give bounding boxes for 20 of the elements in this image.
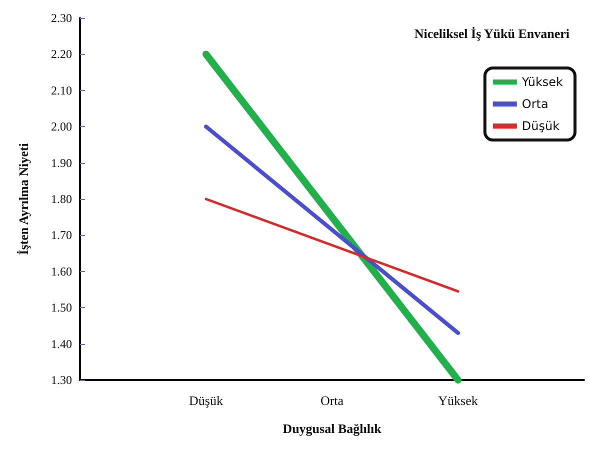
y-tick-label: 1.50 — [51, 300, 72, 315]
x-tick-label: Yüksek — [438, 393, 478, 408]
x-axis-title: Duygusal Bağlılık — [282, 421, 382, 436]
y-tick-label: 2.20 — [51, 47, 72, 62]
y-axis-title: İşten Ayrılma Niyeti — [16, 142, 31, 255]
y-tick-label: 1.90 — [51, 156, 72, 170]
y-tick-label: 1.40 — [51, 336, 72, 351]
y-tick-label: 1.60 — [51, 264, 72, 278]
x-tick-label: Düşük — [189, 393, 224, 408]
y-tick-label: 1.70 — [51, 228, 72, 242]
y-tick-label: 1.80 — [51, 192, 72, 206]
text: Niceliksel İş Yükü Envaneri — [414, 26, 570, 41]
y-tick-label: 2.30 — [51, 11, 72, 25]
legend-label: Orta — [522, 97, 548, 111]
y-tick-label: 2.10 — [51, 83, 72, 98]
y-tick-label: 1.30 — [51, 373, 72, 387]
legend-label: Düşük — [522, 119, 560, 133]
x-tick-label: Orta — [320, 393, 344, 408]
legend-label: Yüksek — [520, 75, 564, 89]
y-tick-label: 2.00 — [51, 120, 72, 134]
